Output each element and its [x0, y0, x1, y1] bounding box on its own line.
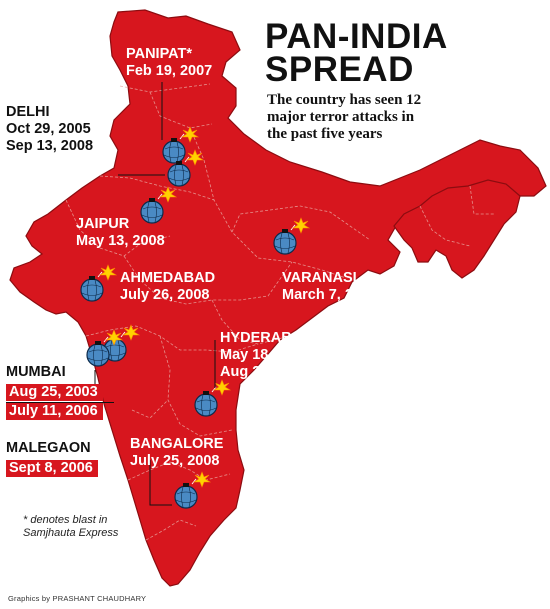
bomb-icon	[140, 186, 178, 224]
bomb-icon	[194, 379, 232, 417]
label-hyderabad: HYDERABAD May 18, 2007 Aug 25, 2007	[220, 330, 313, 381]
hyderabad-date-1: May 18, 2007	[220, 347, 309, 363]
india-northeast	[393, 179, 521, 279]
delhi-name: DELHI	[6, 104, 50, 120]
delhi-date-2: Sep 13, 2008	[6, 138, 94, 154]
bangalore-name: BANGALORE	[130, 436, 224, 452]
label-delhi: DELHI Oct 29, 2005 Sep 13, 2008	[6, 104, 93, 155]
malegaon-name: MALEGAON	[6, 440, 91, 456]
varanasi-name: VARANASI	[282, 270, 357, 286]
bomb-icon	[167, 149, 205, 187]
bomb-icon	[174, 471, 212, 509]
bangalore-date: July 25, 2008	[130, 453, 220, 469]
panipat-name: PANIPAT*	[126, 46, 193, 62]
label-varanasi: VARANASI March 7, 2006	[282, 270, 377, 304]
bomb-icon	[162, 126, 200, 164]
page-title: PAN-INDIA SPREAD	[265, 17, 448, 89]
panipat-date: Feb 19, 2007	[126, 63, 213, 79]
label-mumbai: MUMBAI Aug 25, 2003 July 11, 2006	[6, 364, 103, 420]
mumbai-name: MUMBAI	[6, 364, 66, 380]
label-bangalore: BANGALORE July 25, 2008	[130, 436, 223, 470]
footnote: * denotes blast in Samjhauta Express	[23, 514, 118, 540]
state-borders	[65, 83, 494, 541]
credit: Graphics by PRASHANT CHAUDHARY	[8, 594, 147, 603]
bomb-icon	[80, 264, 118, 302]
label-ahmedabad: AHMEDABAD July 26, 2008	[120, 270, 215, 304]
subtitle: The country has seen 12 major terror att…	[267, 92, 422, 142]
hyderabad-name: HYDERABAD	[220, 330, 313, 346]
label-jaipur: JAIPUR May 13, 2008	[76, 216, 165, 250]
label-panipat: PANIPAT* Feb 19, 2007	[126, 46, 212, 80]
footnote-line-1: * denotes blast in	[23, 514, 108, 526]
delhi-date-1: Oct 29, 2005	[6, 121, 91, 137]
ahmedabad-date: July 26, 2008	[120, 287, 210, 303]
varanasi-date: March 7, 2006	[282, 287, 378, 303]
jaipur-name: JAIPUR	[76, 216, 130, 232]
leader-lines	[94, 82, 216, 506]
title-line-1: PAN-INDIA	[265, 17, 448, 56]
mumbai-date-1: Aug 25, 2003	[6, 384, 103, 401]
title-line-2: SPREAD	[265, 50, 414, 89]
malegaon-date: Sept 8, 2006	[6, 460, 98, 477]
ahmedabad-name: AHMEDABAD	[120, 270, 216, 286]
mumbai-underline	[6, 402, 114, 403]
jaipur-date: May 13, 2008	[76, 233, 165, 249]
bomb-icon	[273, 217, 311, 255]
label-malegaon: MALEGAON Sept 8, 2006	[6, 440, 98, 477]
india-landmass	[9, 9, 547, 587]
footnote-line-2: Samjhauta Express	[23, 527, 119, 539]
mumbai-date-2: July 11, 2006	[6, 403, 103, 420]
bomb-icon	[86, 329, 124, 367]
hyderabad-date-2: Aug 25, 2007	[220, 364, 309, 380]
